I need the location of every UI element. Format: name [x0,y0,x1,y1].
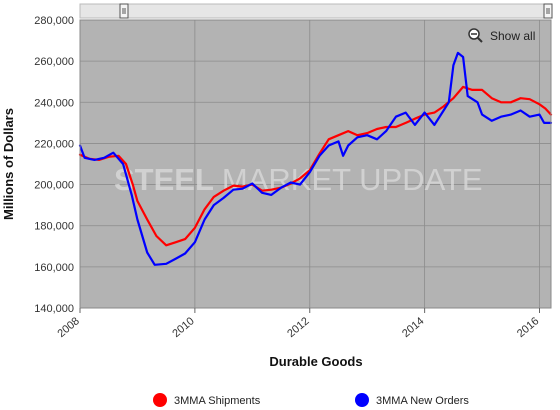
range-selector[interactable] [79,3,552,19]
legend-marker [153,393,167,407]
y-axis-title: Millions of Dollars [1,108,16,220]
show-all-label[interactable]: Show all [490,29,535,43]
y-tick-label: 260,000 [34,56,74,68]
y-tick-label: 160,000 [34,262,74,274]
x-tick-label: 2016 [515,315,541,340]
y-tick-label: 200,000 [34,180,74,192]
y-tick-label: 220,000 [34,138,74,150]
magnifier-handle [477,37,483,43]
y-tick-label: 140,000 [34,303,74,315]
x-tick-label: 2010 [170,315,196,340]
x-axis-title: Durable Goods [269,354,362,369]
series-line-1 [78,51,553,266]
series-layer [78,51,553,266]
legend-item-0[interactable]: 3MMA Shipments [153,393,261,407]
y-tick-label: 180,000 [34,221,74,233]
x-tick-label: 2012 [285,315,311,340]
scroll-handle-icon[interactable] [543,3,553,19]
x-tick-label: 2014 [400,315,426,340]
legend-item-1[interactable]: 3MMA New Orders [355,393,469,407]
legend-marker [355,393,369,407]
legend-label: 3MMA Shipments [174,395,261,407]
plot-border [79,19,552,309]
range-handle-right[interactable] [543,3,553,19]
legend: 3MMA Shipments 3MMA New Orders [153,393,469,407]
y-tick-label: 240,000 [34,97,74,109]
scroll-handle-icon[interactable] [119,3,129,19]
range-handle-left[interactable] [119,3,129,19]
legend-label: 3MMA New Orders [376,395,469,407]
watermark-bold: STEEL [114,162,214,197]
show-all-button[interactable]: Show all [468,28,535,43]
y-tick-label: 280,000 [34,15,74,27]
x-tick-label: 2008 [55,315,81,340]
